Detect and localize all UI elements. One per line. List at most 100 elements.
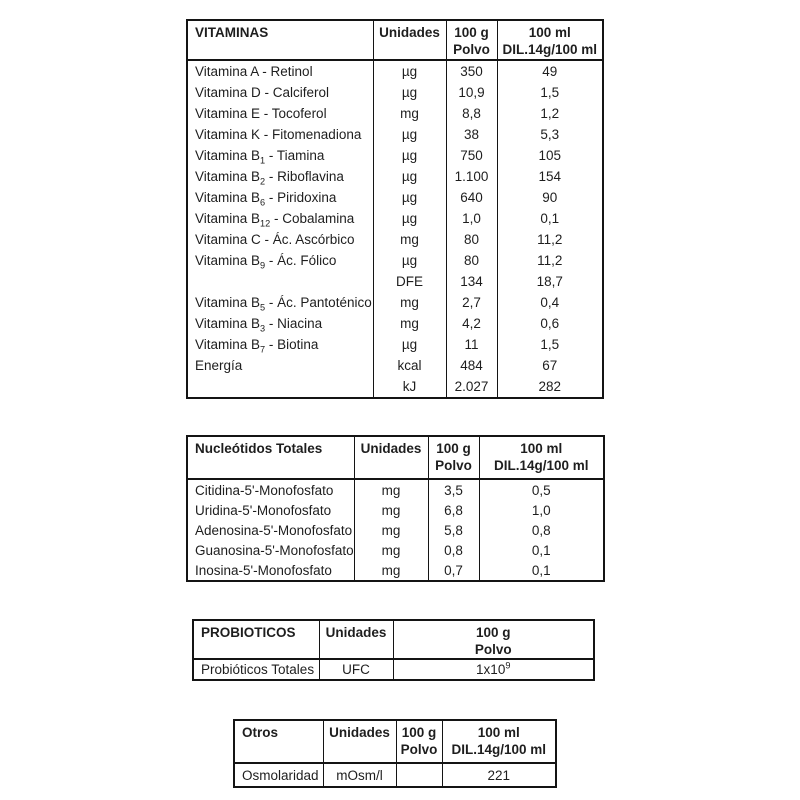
- unit-value: kcal: [372, 355, 446, 376]
- per-100ml-value: 154: [496, 166, 603, 187]
- per-100g-value: 3,5: [427, 479, 479, 500]
- table-title: Otros: [234, 720, 323, 764]
- per-100g-value: 350: [445, 60, 497, 82]
- unit-value: mg: [353, 560, 428, 581]
- per-100g-value: 1,0: [445, 208, 497, 229]
- unit-value: µg: [372, 124, 446, 145]
- table-row: Vitamina B9 - Ác. Fólico µg 80 11,2: [187, 250, 603, 271]
- table-row: Inosina-5'-Monofosfato mg 0,7 0,1: [187, 560, 604, 581]
- table-row: Vitamina K - Fitomenadiona µg 38 5,3: [187, 124, 603, 145]
- table-row: Vitamina B2 - Riboflavina µg 1.100 154: [187, 166, 603, 187]
- per-100ml-value: 0,1: [478, 540, 604, 560]
- per-100ml-value: 67: [496, 355, 603, 376]
- unit-value: UFC: [318, 659, 393, 680]
- item-name: Uridina-5'-Monofosfato: [195, 502, 332, 518]
- table-row: Energía kcal 484 67: [187, 355, 603, 376]
- header-row: PROBIOTICOS Unidades 100 g Polvo: [193, 620, 594, 660]
- table-row: kJ 2.027 282: [187, 376, 603, 398]
- per-100g-value: [395, 763, 442, 787]
- units-column-header: Unidades: [353, 436, 428, 480]
- per-100ml-value: 282: [496, 376, 603, 398]
- table-row: Vitamina E - Tocoferol mg 8,8 1,2: [187, 103, 603, 124]
- unit-value: mg: [372, 103, 446, 124]
- per-100ml-value: 0,5: [478, 479, 604, 500]
- per-100g-value: 5,8: [427, 520, 479, 540]
- item-name: Vitamina D - Calciferol: [195, 85, 330, 100]
- header-row: Otros Unidades 100 g Polvo 100 ml DIL.14…: [234, 720, 556, 764]
- per-100g-value: 0,8: [427, 540, 479, 560]
- table-title: Nucleótidos Totales: [187, 436, 354, 480]
- per-100ml-value: 5,3: [496, 124, 603, 145]
- per-100g-value: 80: [445, 250, 497, 271]
- item-name: Guanosina-5'-Monofosfato: [195, 542, 354, 558]
- table-row: DFE 134 18,7: [187, 271, 603, 292]
- item-name: Adenosina-5'-Monofosfato: [195, 522, 353, 538]
- table-row: Guanosina-5'-Monofosfato mg 0,8 0,1: [187, 540, 604, 560]
- per-100g-value: 6,8: [427, 500, 479, 520]
- item-name: Vitamina B6 - Piridoxina: [195, 190, 337, 208]
- unit-value: mg: [353, 500, 428, 520]
- per-100ml-column-header: 100 ml DIL.14g/100 ml: [441, 720, 556, 764]
- table-row: Vitamina B5 - Ác. Pantoténico mg 2,7 0,4: [187, 292, 603, 313]
- unit-value: mOsm/l: [322, 763, 396, 787]
- per-100g-value: 2,7: [445, 292, 497, 313]
- per-100ml-value: 11,2: [496, 229, 603, 250]
- units-column-header: Unidades: [372, 20, 446, 61]
- per-100ml-value: 1,2: [496, 103, 603, 124]
- table-row: Vitamina B7 - Biotina µg 11 1,5: [187, 334, 603, 355]
- vitamins-table: VITAMINAS Unidades 100 g Polvo 100 ml DI…: [186, 19, 604, 399]
- per-100g-column-header: 100 g Polvo: [392, 620, 594, 660]
- table-row: Uridina-5'-Monofosfato mg 6,8 1,0: [187, 500, 604, 520]
- probiotics-table-grid: PROBIOTICOS Unidades 100 g Polvo Probiót…: [192, 619, 595, 681]
- others-table: Otros Unidades 100 g Polvo 100 ml DIL.14…: [233, 719, 557, 788]
- units-column-header: Unidades: [322, 720, 396, 764]
- per-100g-column-header: 100 g Polvo: [427, 436, 479, 480]
- item-name: Probióticos Totales: [201, 662, 315, 677]
- unit-value: µg: [372, 250, 446, 271]
- table-row: Vitamina B6 - Piridoxina µg 640 90: [187, 187, 603, 208]
- unit-value: mg: [372, 229, 446, 250]
- unit-value: µg: [372, 334, 446, 355]
- per-100g-value: 1x109: [392, 659, 594, 680]
- table-row: Vitamina B1 - Tiamina µg 750 105: [187, 145, 603, 166]
- item-name: Vitamina K - Fitomenadiona: [195, 127, 362, 142]
- item-name: Inosina-5'-Monofosfato: [195, 562, 332, 578]
- unit-value: µg: [372, 208, 446, 229]
- nucleotides-table-grid: Nucleótidos Totales Unidades 100 g Polvo…: [186, 435, 605, 582]
- vitamins-table-grid: VITAMINAS Unidades 100 g Polvo 100 ml DI…: [186, 19, 604, 399]
- item-name: Vitamina B3 - Niacina: [195, 316, 323, 334]
- item-name: Vitamina B7 - Biotina: [195, 337, 319, 355]
- unit-value: µg: [372, 166, 446, 187]
- item-name: Osmolaridad: [242, 767, 319, 783]
- unit-value: mg: [353, 479, 428, 500]
- table-row: Probióticos Totales UFC 1x109: [193, 659, 594, 680]
- per-100g-value: 0,7: [427, 560, 479, 581]
- unit-value: mg: [353, 520, 428, 540]
- unit-value: µg: [372, 60, 446, 82]
- unit-value: DFE: [372, 271, 446, 292]
- per-100ml-column-header: 100 ml DIL.14g/100 ml: [496, 20, 603, 61]
- item-name: [187, 271, 373, 292]
- units-column-header: Unidades: [318, 620, 393, 660]
- per-100g-value: 2.027: [445, 376, 497, 398]
- table-title: PROBIOTICOS: [193, 620, 319, 660]
- table-title: VITAMINAS: [187, 20, 373, 61]
- item-name: Vitamina B2 - Riboflavina: [195, 169, 344, 187]
- per-100ml-value: 221: [441, 763, 556, 787]
- per-100ml-value: 1,5: [496, 82, 603, 103]
- per-100ml-value: 0,8: [478, 520, 604, 540]
- table-row: Osmolaridad mOsm/l 221: [234, 763, 556, 787]
- per-100ml-value: 105: [496, 145, 603, 166]
- header-row: Nucleótidos Totales Unidades 100 g Polvo…: [187, 436, 604, 480]
- per-100g-value: 134: [445, 271, 497, 292]
- per-100ml-value: 18,7: [496, 271, 603, 292]
- item-name: Vitamina B9 - Ác. Fólico: [195, 253, 337, 271]
- item-name: Vitamina A - Retinol: [195, 64, 313, 79]
- per-100ml-value: 1,5: [496, 334, 603, 355]
- unit-value: µg: [372, 145, 446, 166]
- unit-value: µg: [372, 187, 446, 208]
- item-name: Citidina-5'-Monofosfato: [195, 482, 334, 498]
- per-100g-value: 38: [445, 124, 497, 145]
- unit-value: mg: [372, 292, 446, 313]
